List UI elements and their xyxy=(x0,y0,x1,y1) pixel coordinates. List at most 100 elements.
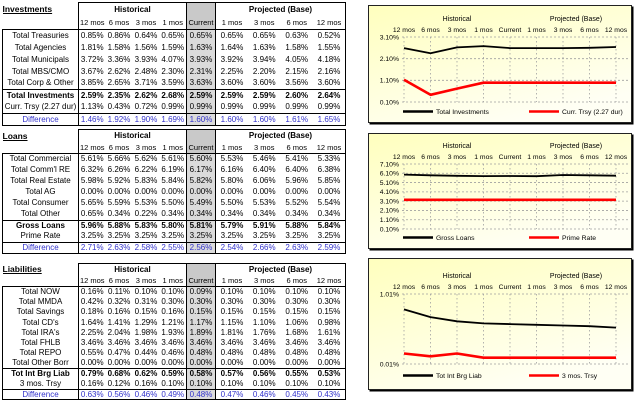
row-label: Total Treasuries xyxy=(2,29,79,42)
value-cell: 0.46% xyxy=(161,348,185,358)
value-cell: 0.00% xyxy=(220,187,244,197)
value-cell: 2.60% xyxy=(280,89,313,102)
value-cell: 0.15% xyxy=(313,307,346,318)
y-tick-label: 6.10% xyxy=(380,171,399,178)
value-cell: 1.58% xyxy=(107,42,131,52)
value-cell: 0.10% xyxy=(186,379,216,390)
value-cell: 1.17% xyxy=(186,317,216,328)
table-row: Total AG 0.00% 0.00% 0.00% 0.00% 0.00% 0.00% 0.… xyxy=(2,186,346,198)
value-cell: 0.10% xyxy=(248,285,281,297)
value-cell: 2.65% xyxy=(107,78,131,88)
value-cell: 1.90% xyxy=(132,113,160,126)
value-cell: 0.15% xyxy=(186,307,216,318)
value-cell: 0.34% xyxy=(161,209,185,219)
table-row: Curr. Trsy (2.27 dur) 1.13% 0.43% 0.72% 0.99… xyxy=(2,101,346,114)
value-cell: 3.63% xyxy=(186,77,216,90)
value-cell: 5.96% xyxy=(78,219,106,232)
value-cell: 2.04% xyxy=(107,327,131,337)
chart-svg: Historical Projected (Base)12 mos 6 mos 3 m… xyxy=(369,134,631,248)
column-header: 6 mos xyxy=(286,143,307,152)
value-cell: 3.25% xyxy=(80,231,104,241)
value-cell: 5.62% xyxy=(132,152,160,165)
value-cell: 2.63% xyxy=(105,241,133,254)
value-cell: 1.06% xyxy=(285,317,309,327)
table-row: Difference 1.46% 1.92% 1.90% 1.69% 1.60% 1.60%… xyxy=(2,113,346,126)
x-tick-label: 1 mos xyxy=(474,27,493,34)
value-cell: 5.83% xyxy=(134,176,158,186)
x-tick-label: 3 mos xyxy=(554,154,573,161)
column-header: 3 mos xyxy=(135,143,157,152)
row-label: Total Other xyxy=(2,208,79,221)
value-cell: 0.30% xyxy=(313,296,346,308)
value-cell: 5.53% xyxy=(134,198,158,208)
current-group-header xyxy=(186,2,216,17)
value-cell: 1.60% xyxy=(248,113,281,126)
value-cell: 0.34% xyxy=(107,209,131,219)
value-cell: 0.18% xyxy=(80,307,104,317)
value-cell: 0.00% xyxy=(107,358,131,368)
value-cell: 3.72% xyxy=(80,54,104,64)
value-cell: 0.53% xyxy=(313,368,346,380)
legend-label: 3 mos. Trsy xyxy=(562,373,598,380)
value-cell: 3.46% xyxy=(107,338,131,348)
value-cell: 6.16% xyxy=(220,165,244,175)
value-cell: 3.71% xyxy=(134,78,158,88)
value-cell: 1.58% xyxy=(285,42,309,52)
value-cell: 1.63% xyxy=(186,41,216,54)
value-cell: 5.60% xyxy=(186,152,216,165)
x-tick-label: 3 mos xyxy=(448,284,467,291)
table-title: Loans xyxy=(2,130,28,141)
value-cell: 1.29% xyxy=(134,317,158,327)
value-cell: 1.21% xyxy=(161,317,185,327)
table-row: Gross Loans 5.96% 5.88% 5.83% 5.80% 5.81% 5.79… xyxy=(2,219,346,232)
value-cell: 6.38% xyxy=(313,164,346,176)
value-cell: 5.52% xyxy=(285,198,309,208)
value-cell: 3.25% xyxy=(285,231,309,241)
value-cell: 5.91% xyxy=(248,219,281,232)
value-cell: 1.15% xyxy=(220,317,244,327)
x-tick-label: 12 mos xyxy=(393,284,416,291)
x-tick-label: 3 mos xyxy=(448,27,467,34)
value-cell: 5.92% xyxy=(107,176,131,186)
column-header: 3 mos xyxy=(254,276,275,285)
table-group-header-row: Loans Historical Projected (Base) xyxy=(2,129,346,143)
historical-section-label: Historical xyxy=(443,143,472,150)
y-tick-label: 0.10% xyxy=(380,99,399,106)
value-cell: 0.10% xyxy=(252,379,276,389)
y-tick-label: 0.01% xyxy=(380,361,399,368)
table-row: Total Municipals 3.72% 3.36% 3.93% 4.07% 3.93… xyxy=(2,53,346,66)
table-group-header-row: Investments Historical Projected (Base) xyxy=(3,2,346,17)
x-tick-label: 6 mos xyxy=(421,27,440,34)
value-cell: 0.48% xyxy=(285,348,309,358)
value-cell: 5.46% xyxy=(248,152,281,165)
column-header: 6 mos xyxy=(108,143,130,152)
row-label: Total Savings xyxy=(2,307,79,318)
x-tick-label: 1 mos xyxy=(527,27,546,34)
historical-group-header: Historical xyxy=(78,2,187,17)
x-tick-label: 12 mos xyxy=(605,284,628,291)
row-label: Total REPO xyxy=(2,348,79,359)
column-header: 1 mos xyxy=(162,18,183,27)
value-cell: 1.46% xyxy=(78,113,106,126)
value-cell: 0.00% xyxy=(285,187,309,197)
column-header: 1 mos xyxy=(221,276,243,285)
value-cell: 0.11% xyxy=(105,285,133,297)
value-cell: 0.16% xyxy=(107,307,131,317)
value-cell: 1.13% xyxy=(80,102,104,112)
value-cell: 0.65% xyxy=(186,29,216,42)
projected-group-header: Projected (Base) xyxy=(215,129,346,143)
value-cell: 0.65% xyxy=(215,29,248,42)
value-cell: 3.92% xyxy=(220,54,244,64)
value-cell: 3.46% xyxy=(134,338,158,348)
table-row: Total IRA's 2.25% 2.04% 1.98% 1.93% 1.89% 1.81… xyxy=(2,327,346,338)
y-tick-label: 2.10% xyxy=(380,56,399,63)
y-tick-label: 4.10% xyxy=(380,189,399,196)
value-cell: 1.60% xyxy=(186,113,216,126)
value-cell: 0.00% xyxy=(161,358,185,368)
liabilities-table: Liabilities Historical Projected (Base) 12 … xyxy=(2,263,346,401)
value-cell: 0.15% xyxy=(134,307,158,317)
value-cell: 3.46% xyxy=(161,338,185,348)
table-row: Total MBS/CMO 3.67% 2.62% 2.48% 2.30% 2.31% 2.… xyxy=(2,65,346,78)
value-cell: 0.15% xyxy=(252,307,276,317)
value-cell: 5.41% xyxy=(280,152,313,165)
